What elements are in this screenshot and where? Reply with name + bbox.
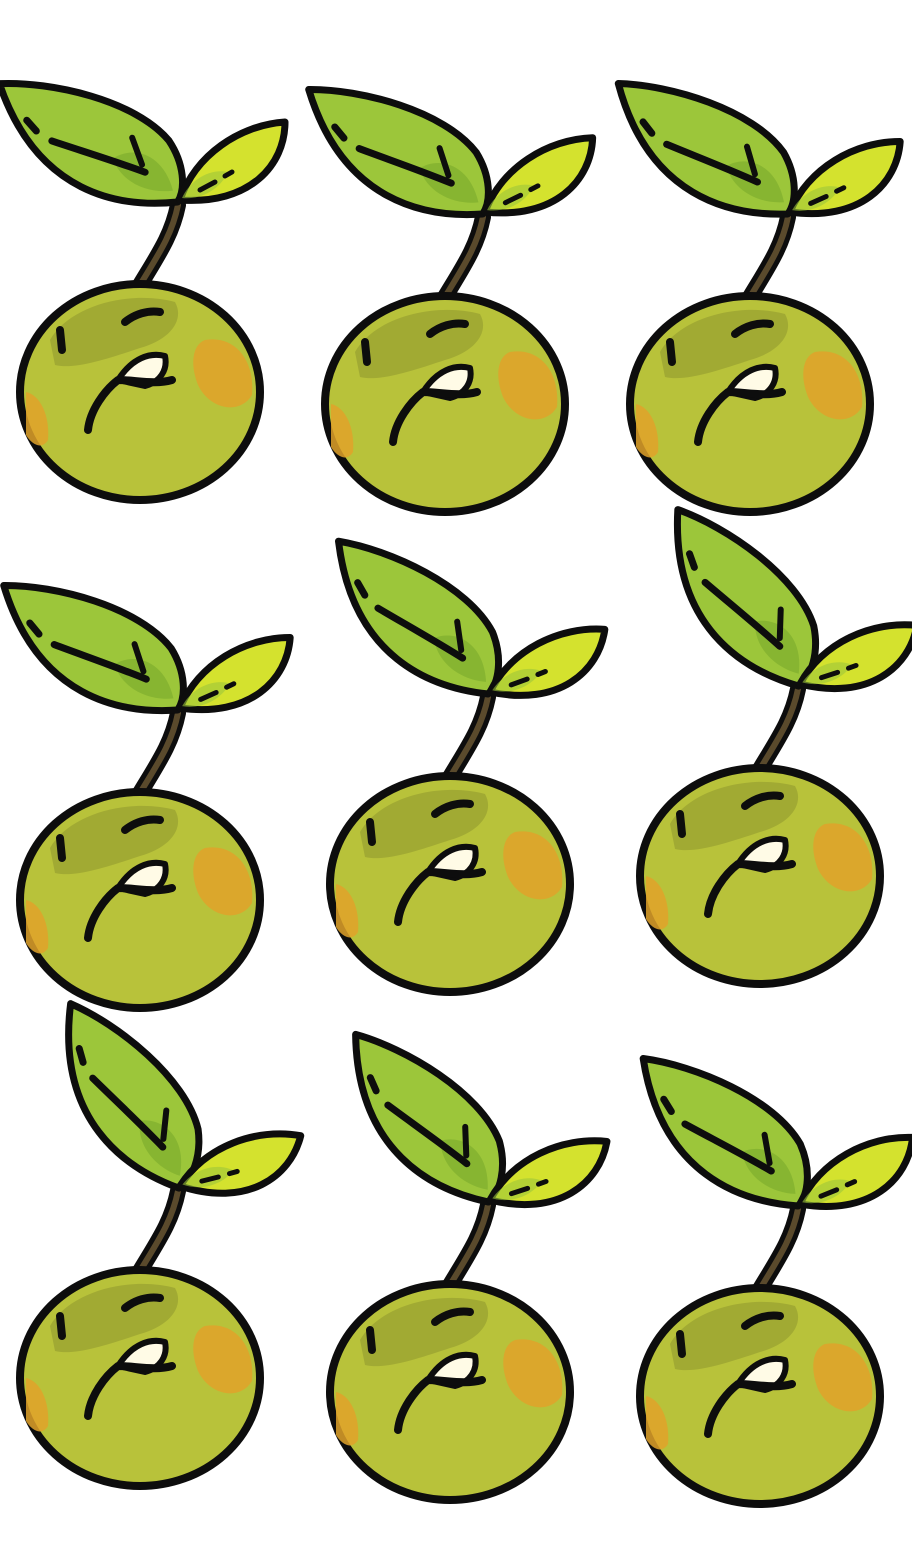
sprite-frame-3 xyxy=(610,52,910,552)
sprite-frame-1 xyxy=(0,40,300,540)
left-eye xyxy=(370,822,372,842)
left-eye xyxy=(365,342,367,362)
big-leaf xyxy=(643,510,841,688)
big-leaf xyxy=(0,60,186,224)
sprite-frame-2 xyxy=(305,52,605,552)
left-eye xyxy=(60,838,62,858)
small-leaf-shape xyxy=(490,615,605,707)
small-leaf xyxy=(490,615,605,707)
sprite-frame-5 xyxy=(310,532,610,1032)
small-leaf xyxy=(180,630,290,716)
small-leaf-shape xyxy=(490,1123,607,1218)
big-leaf xyxy=(309,72,491,231)
sprite-frame-8 xyxy=(310,1040,610,1540)
left-eye xyxy=(60,330,62,350)
sprite-frame-4 xyxy=(0,548,300,1048)
small-leaf xyxy=(180,122,285,200)
big-leaf-shape xyxy=(4,568,186,727)
left-eye xyxy=(670,342,672,362)
sprite-frame-7 xyxy=(0,1026,300,1526)
sprite-frame-6 xyxy=(620,524,912,1024)
big-leaf xyxy=(329,541,507,694)
small-leaf xyxy=(800,1126,912,1215)
big-leaf xyxy=(618,72,796,225)
left-eye xyxy=(680,814,682,834)
big-leaf-shape xyxy=(0,60,186,224)
left-eye xyxy=(60,1316,62,1336)
sprite-frame-9 xyxy=(620,1044,912,1544)
small-leaf xyxy=(790,134,900,220)
left-eye xyxy=(370,1330,372,1350)
small-leaf xyxy=(485,134,593,216)
big-leaf-shape xyxy=(643,510,841,688)
big-leaf-shape xyxy=(331,1034,521,1203)
big-leaf xyxy=(638,1059,811,1207)
big-leaf xyxy=(4,568,186,727)
big-leaf-shape xyxy=(309,72,491,231)
left-eye xyxy=(680,1334,682,1354)
big-leaf xyxy=(331,1034,521,1203)
small-leaf xyxy=(490,1123,607,1218)
big-leaf-shape xyxy=(618,72,796,225)
